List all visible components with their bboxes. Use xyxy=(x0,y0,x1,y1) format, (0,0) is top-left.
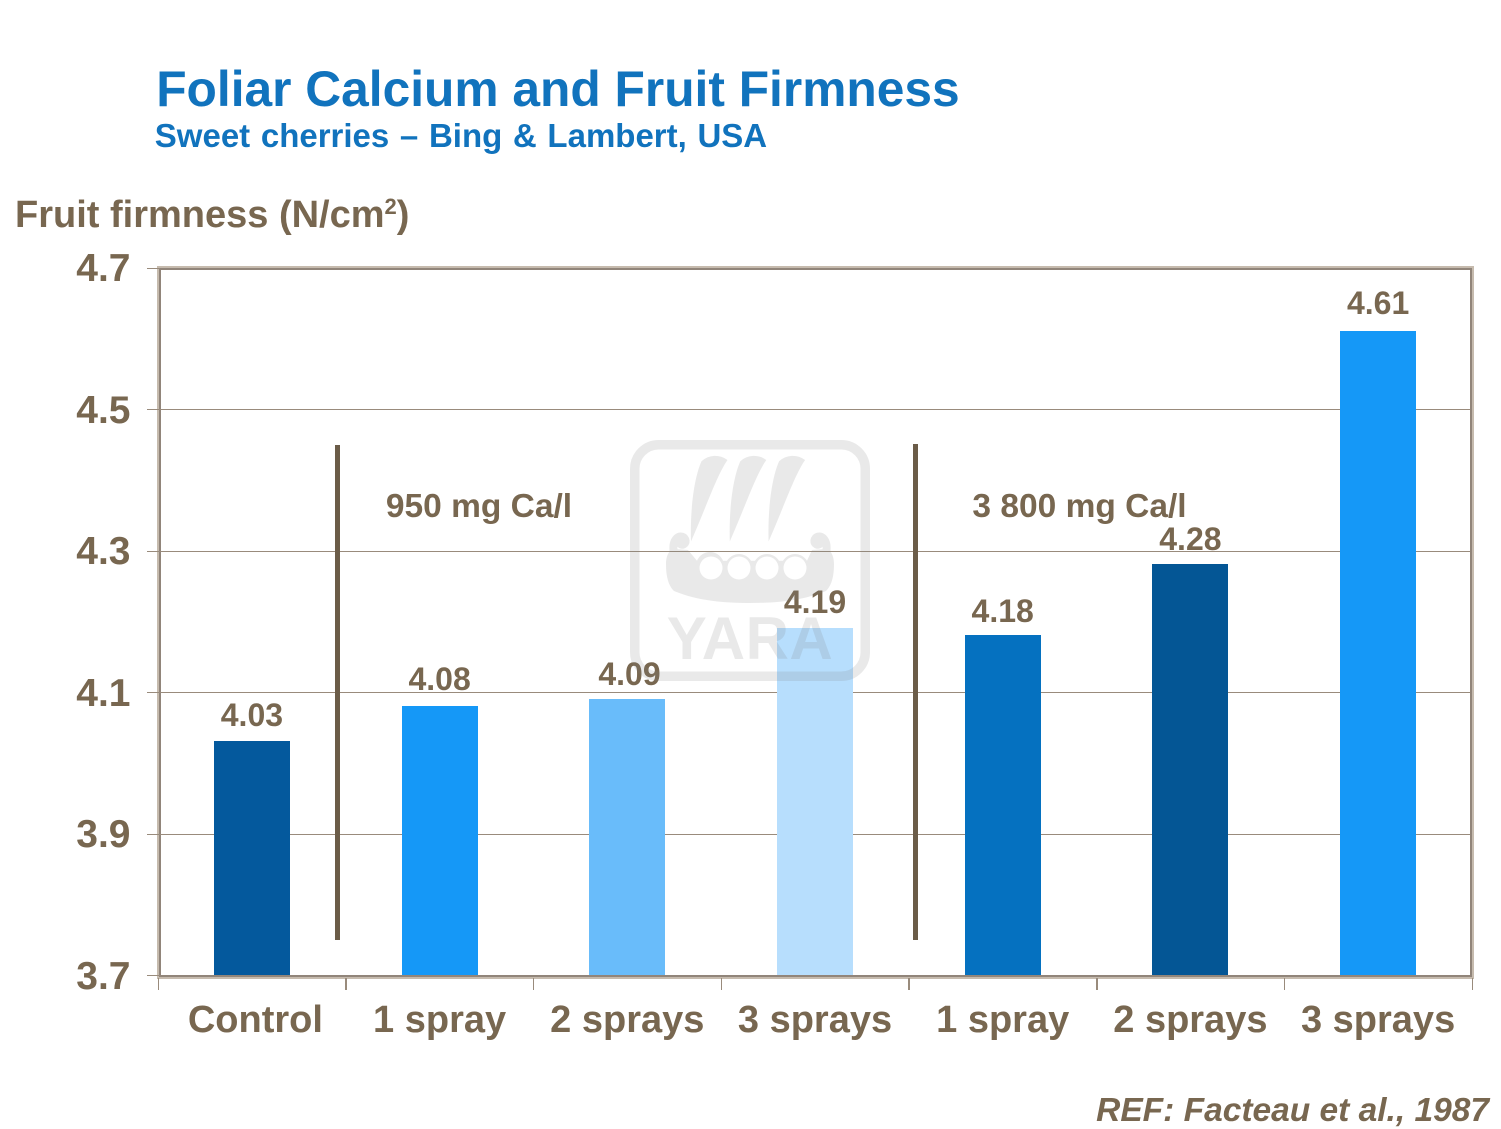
svg-text:YARA: YARA xyxy=(667,605,834,672)
